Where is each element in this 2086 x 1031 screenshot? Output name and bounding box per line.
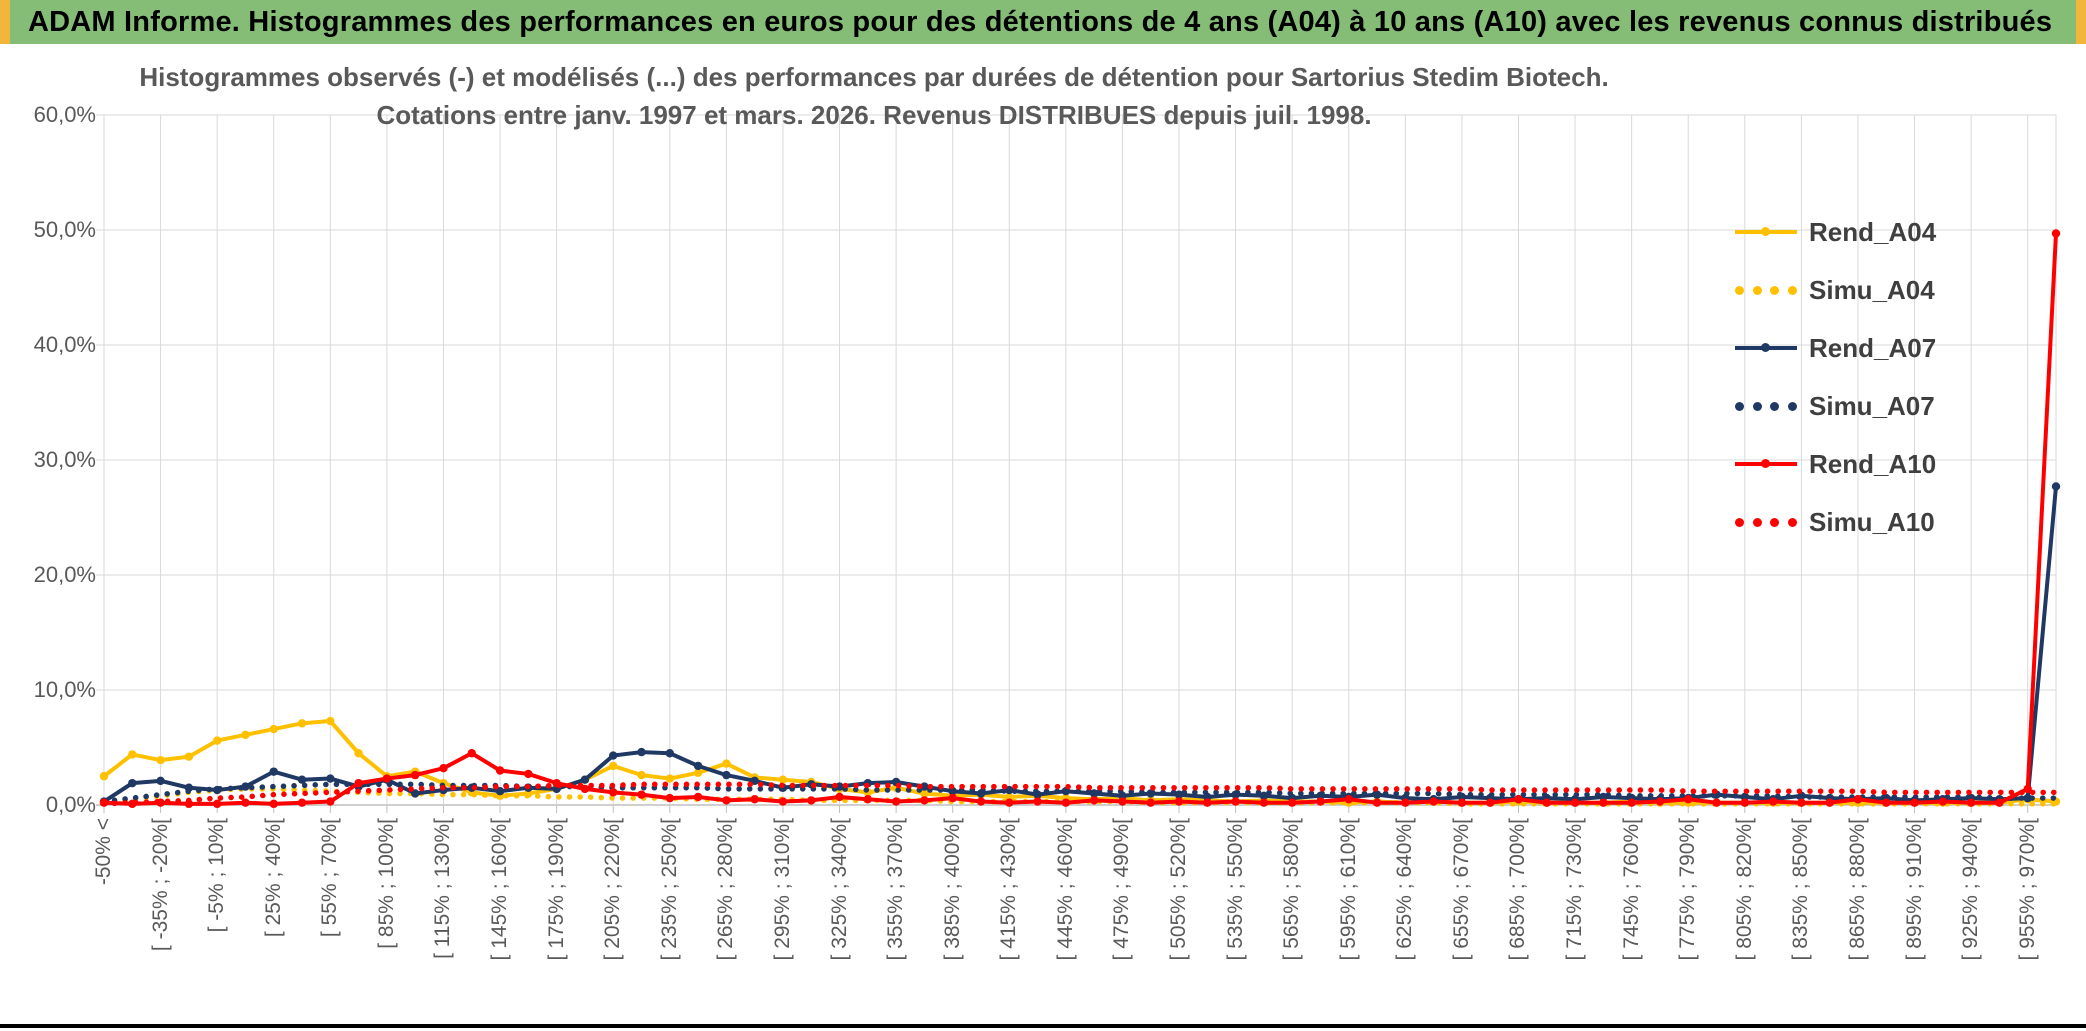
x-axis-tick-label: -50% < [92, 818, 115, 886]
x-axis-tick-label: [ 355% ; 370%[ [884, 818, 908, 961]
y-axis-tick-label: 10,0% [33, 677, 96, 702]
x-axis-tick-label: [ 895% ; 910%[ [1902, 818, 1926, 961]
x-axis-tick-label: [ 625% ; 640%[ [1393, 818, 1417, 961]
y-axis-tick-label: 50,0% [33, 217, 96, 242]
x-axis-tick-label: [ 655% ; 670%[ [1449, 818, 1473, 961]
x-axis-tick-label: [ 595% ; 610%[ [1336, 818, 1360, 961]
legend-line-sample-icon [1735, 226, 1797, 238]
legend-label: Rend_A07 [1809, 332, 1937, 363]
x-axis-tick-label: [ 505% ; 520%[ [1167, 818, 1190, 961]
legend-line-sample-icon [1735, 284, 1797, 296]
legend-item-simu-a07: Simu_A07 [1735, 377, 1936, 435]
chart-title: Histogrammes observés (-) et modélisés (… [104, 58, 1644, 134]
x-axis-tick-label: [ 415% ; 430%[ [997, 818, 1021, 961]
banner: ADAM Informe. Histogrammes des performan… [0, 0, 2086, 44]
legend-label: Rend_A04 [1809, 216, 1937, 247]
x-axis-tick-label: [ 835% ; 850%[ [1789, 818, 1813, 961]
x-axis-tick-label: [ 475% ; 490%[ [1110, 818, 1134, 961]
x-axis-tick-label: [ 925% ; 940%[ [1959, 818, 1983, 961]
legend-label: Simu_A04 [1809, 274, 1935, 305]
x-axis-tick-label: [ 235% ; 250%[ [657, 818, 681, 961]
x-axis-tick-label: [ 565% ; 580%[ [1280, 818, 1304, 961]
chart-title-line1: Histogrammes observés (-) et modélisés (… [139, 62, 1609, 92]
legend-item-rend-a07: Rend_A07 [1735, 319, 1936, 377]
legend-item-rend-a10: Rend_A10 [1735, 435, 1936, 493]
x-axis-tick-label: [ 535% ; 550%[ [1223, 818, 1247, 961]
x-axis-tick-label: [ 25% ; 40%[ [261, 818, 285, 938]
legend-line-sample-icon [1735, 458, 1797, 470]
x-axis-tick-label: [ 55% ; 70%[ [318, 818, 342, 938]
bottom-border-bar [0, 1024, 2086, 1028]
top-left-edge-strip [0, 0, 10, 44]
top-right-edge-strip [2076, 0, 2086, 44]
legend-item-simu-a04: Simu_A04 [1735, 261, 1936, 319]
x-axis-tick-label: [ 865% ; 880%[ [1845, 818, 1869, 961]
x-axis-tick-label: [ 745% ; 760%[ [1619, 818, 1643, 961]
legend-item-simu-a10: Simu_A10 [1735, 493, 1936, 551]
y-axis-tick-label: 60,0% [33, 102, 96, 127]
legend-line-sample-icon [1735, 516, 1797, 528]
x-axis-tick-label: [ 715% ; 730%[ [1563, 818, 1587, 961]
legend-line-sample-icon [1735, 400, 1797, 412]
y-axis-tick-label: 0,0% [45, 792, 96, 817]
legend-label: Rend_A10 [1809, 448, 1937, 479]
x-axis-tick-label: [ 175% ; 190%[ [544, 818, 568, 961]
x-axis-tick-label: [ 205% ; 220%[ [601, 818, 625, 961]
x-axis-tick-label: [ 955% ; 970%[ [2015, 818, 2039, 961]
x-axis-tick-label: [ 85% ; 100%[ [374, 818, 398, 949]
legend-label: Simu_A07 [1809, 390, 1935, 421]
x-axis-tick-label: [ -5% ; 10%[ [205, 818, 229, 933]
y-axis-tick-label: 30,0% [33, 447, 96, 472]
legend: Rend_A04 Simu_A04 Rend_A07 Simu_A07 Rend… [1735, 203, 1936, 551]
legend-line-sample-icon [1735, 342, 1797, 354]
y-axis-tick-label: 20,0% [33, 562, 96, 587]
y-axis-tick-label: 40,0% [33, 332, 96, 357]
x-axis-tick-label: [ 265% ; 280%[ [714, 818, 738, 961]
legend-item-rend-a04: Rend_A04 [1735, 203, 1936, 261]
x-axis-tick-label: [ 385% ; 400%[ [940, 818, 964, 961]
x-axis-tick-label: [ 325% ; 340%[ [827, 818, 851, 961]
banner-title: ADAM Informe. Histogrammes des performan… [28, 5, 2053, 38]
x-axis-tick-label: [ 685% ; 700%[ [1506, 818, 1530, 961]
x-axis-tick-label: [ -35% ; -20%[ [148, 818, 172, 952]
x-axis-tick-label: [ 145% ; 160%[ [488, 818, 512, 961]
chart-title-line2: Cotations entre janv. 1997 et mars. 2026… [376, 100, 1372, 130]
x-axis-tick-label: [ 445% ; 460%[ [1053, 818, 1077, 961]
legend-label: Simu_A10 [1809, 506, 1935, 537]
x-axis-tick-label: [ 775% ; 790%[ [1676, 818, 1700, 961]
x-axis-tick-label: [ 115% ; 130%[ [431, 818, 455, 959]
x-axis-tick-label: [ 295% ; 310%[ [770, 818, 794, 961]
x-axis-tick-label: [ 805% ; 820%[ [1732, 818, 1756, 961]
